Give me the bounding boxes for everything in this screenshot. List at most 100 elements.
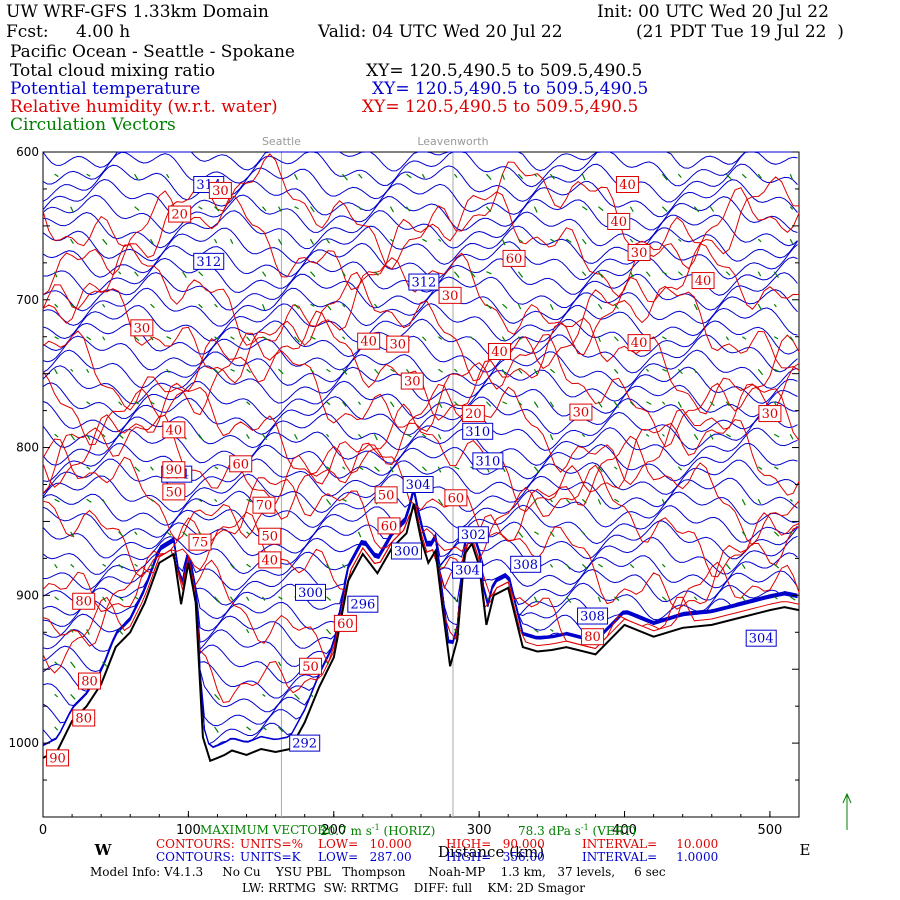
vector-arrow — [693, 303, 698, 311]
vector-arrow — [54, 726, 59, 731]
vector-arrow — [773, 271, 779, 278]
valid-local-time: (21 PDT Tue 19 Jul 22 ) — [636, 22, 844, 42]
vector-arrow — [310, 368, 315, 374]
rh-label-text: 40 — [610, 215, 627, 230]
vector-arrow — [501, 238, 506, 246]
vector-arrow — [773, 303, 777, 308]
vector-arrow — [198, 206, 203, 210]
rh-label-text: 40 — [166, 423, 183, 438]
model-info: Model Info: V4.1.3 No Cu YSU PBL Thompso… — [90, 865, 666, 879]
rh-line — [42, 271, 800, 384]
x-axis-label: Distance (km) — [438, 843, 544, 861]
theta-label-text: 308 — [580, 610, 605, 625]
vector-arrow — [166, 531, 172, 536]
rh-low: LOW= 10.000 — [318, 837, 412, 851]
vector-arrow — [54, 661, 59, 666]
vector-arrow — [214, 693, 220, 701]
theta-label-text: 308 — [513, 558, 538, 573]
rh-label: 30 — [386, 335, 410, 353]
rh-label: 60 — [229, 455, 253, 473]
vector-arrow — [661, 499, 665, 504]
vector-arrow — [342, 563, 346, 568]
vector-arrow — [629, 563, 635, 569]
rh-label: 30 — [627, 243, 651, 261]
rh-label-text: 30 — [212, 184, 229, 199]
theta-line — [42, 396, 798, 436]
vector-arrow — [86, 173, 91, 177]
vector-arrow — [598, 563, 603, 568]
vector-arrow — [70, 563, 75, 568]
vector-arrow — [757, 271, 762, 277]
vector-arrow — [70, 303, 75, 308]
vector-arrow — [134, 596, 139, 600]
theta-contours — [42, 151, 798, 749]
vector-arrow — [54, 368, 58, 375]
field-rh-label: Relative humidity (w.r.t. water) — [10, 97, 278, 117]
vector-arrow — [677, 401, 682, 408]
vector-arrow — [70, 238, 74, 244]
vector-arrow — [118, 628, 124, 635]
vector-arrow — [741, 596, 746, 601]
rh-label: 75 — [188, 533, 212, 551]
theta-line — [42, 178, 798, 218]
vector-arrow — [709, 206, 715, 212]
vector-arrow — [326, 368, 331, 373]
theta-line — [42, 303, 798, 343]
vector-arrow — [437, 498, 444, 506]
vector-arrow — [70, 628, 74, 633]
vector-arrow — [373, 433, 378, 441]
rh-label-text: 30 — [631, 246, 648, 261]
vector-arrow — [773, 563, 780, 569]
vector-arrow — [774, 368, 779, 372]
vector-arrow — [581, 173, 586, 181]
vector-arrow — [326, 563, 331, 570]
vector-arrow — [773, 336, 779, 340]
theta-line — [42, 489, 798, 727]
rh-label: 40 — [691, 272, 715, 290]
vector-arrow — [390, 368, 395, 373]
vector-arrow — [374, 368, 380, 375]
vector-arrow — [501, 368, 507, 376]
vector-arrow — [54, 596, 60, 601]
vector-arrow — [326, 628, 332, 635]
theta-label-text: 304 — [749, 632, 774, 647]
vector-arrow — [549, 303, 554, 311]
rh-label-text: 90 — [166, 463, 183, 478]
vector-arrow — [294, 206, 299, 210]
theta-label: 308 — [510, 555, 542, 573]
vector-arrow — [134, 563, 138, 567]
vector-arrow — [597, 271, 604, 278]
rh-label-text: 60 — [381, 519, 398, 534]
vector-arrow — [709, 401, 715, 407]
vector-arrow — [454, 466, 460, 470]
vector-arrow — [565, 498, 571, 504]
vector-arrow — [246, 368, 251, 374]
theta-label: 304 — [745, 629, 777, 647]
theta-label: 308 — [577, 607, 609, 625]
vector-arrow — [310, 693, 314, 698]
vector-arrow — [725, 336, 730, 341]
vector-arrow — [342, 401, 347, 407]
x-tick-label: 0 — [39, 823, 47, 838]
vector-arrow — [454, 368, 458, 373]
theta-line — [42, 442, 798, 483]
vector-arrow — [342, 303, 346, 308]
vector-arrow — [214, 336, 219, 341]
vector-arrow — [485, 596, 489, 601]
plot-title: UW WRF-GFS 1.33km Domain — [6, 2, 269, 22]
rh-high: HIGH= 90.000 — [446, 837, 545, 851]
vector-arrow — [326, 498, 332, 506]
vector-arrow — [214, 596, 220, 603]
vector-arrow — [773, 596, 778, 600]
vector-arrow — [549, 401, 555, 408]
rh-label: 40 — [488, 343, 512, 360]
vector-arrow — [582, 206, 588, 211]
marker-label-seattle: Seattle — [262, 135, 301, 148]
vector-arrow — [597, 303, 603, 310]
vector-arrow — [357, 401, 361, 405]
vector-arrow — [757, 238, 762, 243]
vector-arrow — [278, 726, 284, 733]
rh-label-text: 60 — [232, 457, 249, 472]
vector-arrow — [182, 271, 187, 278]
